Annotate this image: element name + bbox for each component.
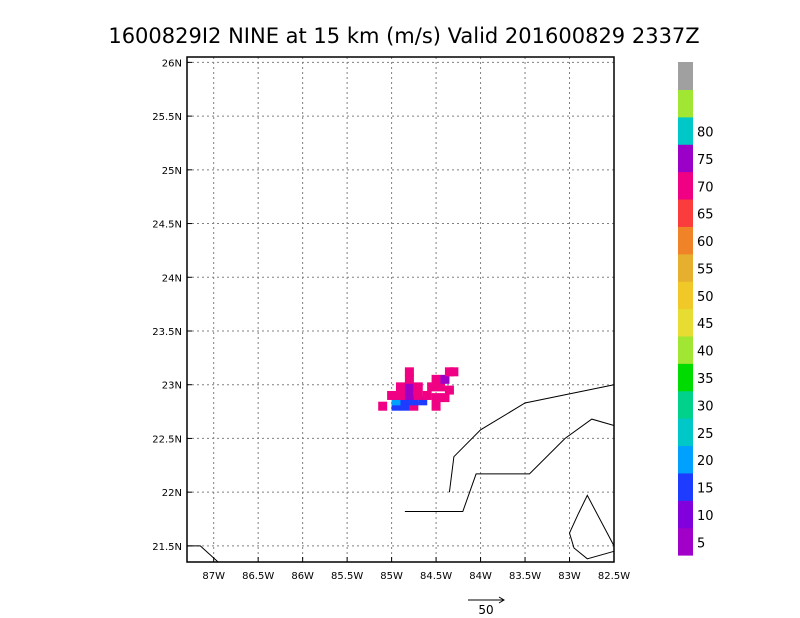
grid-lines — [187, 57, 614, 562]
wind-cell — [409, 396, 419, 406]
colorbar-swatch — [678, 198, 693, 227]
wind-cell — [387, 390, 397, 400]
wind-cell — [391, 401, 401, 411]
colorbar-label: 10 — [697, 509, 714, 524]
colorbar-label: 30 — [697, 399, 714, 414]
chart-title: 1600829I2 NINE at 15 km (m/s) Valid 2016… — [108, 24, 699, 48]
colorbar-swatch — [678, 500, 693, 529]
colorbar-swatch — [678, 472, 693, 501]
plot-border — [186, 56, 615, 563]
coastline — [404, 418, 615, 512]
colorbar-swatch — [678, 308, 693, 337]
colorbar-swatch — [678, 171, 693, 200]
colorbar-label: 15 — [697, 482, 714, 497]
y-tick-label: 24.5N — [152, 220, 182, 231]
colorbar-label: 40 — [697, 345, 714, 360]
plot-background — [187, 57, 614, 562]
wind-cell — [404, 390, 414, 400]
colorbar-swatch — [678, 418, 693, 447]
colorbar-swatch — [678, 89, 693, 118]
colorbar-label: 5 — [697, 536, 705, 551]
colorbar-swatch — [678, 363, 693, 392]
wind-cell — [418, 396, 428, 406]
reference-vector-label: 50 — [478, 603, 493, 617]
wind-cell — [404, 374, 414, 384]
wind-cell — [444, 385, 454, 395]
y-tick-label: 23.5N — [152, 327, 182, 338]
reference-vector: 50 — [468, 596, 505, 617]
colorbar-swatch — [678, 253, 693, 282]
colorbar-swatch — [678, 390, 693, 419]
x-axis: 87W 86.5W 86W 85.5W 85W 84.5W 84W 83.5W 83W 82.5W — [202, 557, 630, 582]
colorbar-label: 80 — [697, 125, 714, 140]
wind-cell — [391, 396, 401, 406]
x-tick-label: 85.5W — [331, 571, 363, 582]
x-tick-label: 86W — [291, 571, 314, 582]
colorbar-swatch — [678, 335, 693, 364]
y-tick-label: 22N — [162, 488, 182, 499]
wind-cell — [396, 390, 405, 400]
y-tick-label: 25N — [162, 166, 182, 177]
wind-field — [378, 367, 459, 411]
x-tick-label: 82.5W — [598, 571, 630, 582]
coastline — [577, 494, 615, 547]
wind-cell — [413, 390, 423, 400]
x-tick-label: 85W — [380, 571, 403, 582]
colorbar-swatch — [678, 281, 693, 310]
colorbar-label: 20 — [697, 454, 714, 469]
y-axis: 21.5N 22N 22.5N 23N 23.5N 24N 24.5N 25N 25.5N 26N — [152, 58, 192, 553]
x-tick-label: 83W — [558, 571, 581, 582]
wind-cell — [378, 401, 388, 411]
wind-cell — [422, 390, 432, 400]
colorbar-label: 65 — [697, 208, 714, 223]
x-tick-label: 86.5W — [242, 571, 274, 582]
wind-cell — [440, 393, 450, 403]
colorbar-label: 70 — [697, 180, 714, 195]
y-tick-label: 23N — [162, 381, 182, 392]
wind-cell — [404, 382, 414, 392]
wind-cell — [449, 367, 459, 377]
colorbar-label: 75 — [697, 153, 714, 168]
x-tick-label: 87W — [202, 571, 225, 582]
colorbar-swatch — [678, 226, 693, 255]
colorbar-swatch — [678, 116, 693, 145]
wind-cell — [436, 382, 446, 392]
colorbar-swatch — [678, 62, 693, 90]
wind-cell — [431, 374, 441, 384]
y-tick-label: 24N — [162, 273, 182, 284]
colorbar-label: 45 — [697, 317, 714, 332]
colorbar-swatch — [678, 144, 693, 173]
wind-cell — [431, 393, 441, 403]
y-tick-label: 22.5N — [152, 434, 182, 445]
colorbar-label: 60 — [697, 235, 714, 250]
coastline — [568, 513, 615, 560]
coastline — [448, 384, 615, 493]
wind-cell — [409, 401, 419, 411]
colorbar-label: 50 — [697, 290, 714, 305]
wind-cell — [413, 382, 423, 392]
x-tick-label: 83.5W — [509, 571, 541, 582]
coastlines — [187, 384, 615, 563]
wind-cell — [431, 401, 441, 411]
y-tick-label: 21.5N — [152, 542, 182, 553]
colorbar-swatch — [678, 445, 693, 474]
colorbar-label: 55 — [697, 262, 714, 277]
colorbar-swatch — [678, 527, 693, 556]
colorbar: 5 10 15 20 25 30 35 40 45 50 55 60 65 70 75 80 — [678, 62, 714, 556]
wind-cell — [400, 401, 410, 411]
wind-cell — [427, 382, 437, 392]
wind-cell — [440, 374, 450, 384]
plot-area: 87W 86.5W 86W 85.5W 85W 84.5W 84W 83.5W 83W 82.5W… — [152, 56, 630, 582]
colorbar-label: 35 — [697, 372, 714, 387]
wind-cell — [396, 382, 405, 392]
x-tick-label: 84W — [469, 571, 492, 582]
colorbar-label: 25 — [697, 427, 714, 442]
reference-vector-head — [498, 596, 505, 604]
x-tick-label: 84.5W — [420, 571, 452, 582]
wind-cell — [404, 367, 414, 377]
y-tick-label: 25.5N — [152, 112, 182, 123]
y-tick-label: 26N — [162, 58, 182, 69]
wind-cell — [400, 396, 410, 406]
